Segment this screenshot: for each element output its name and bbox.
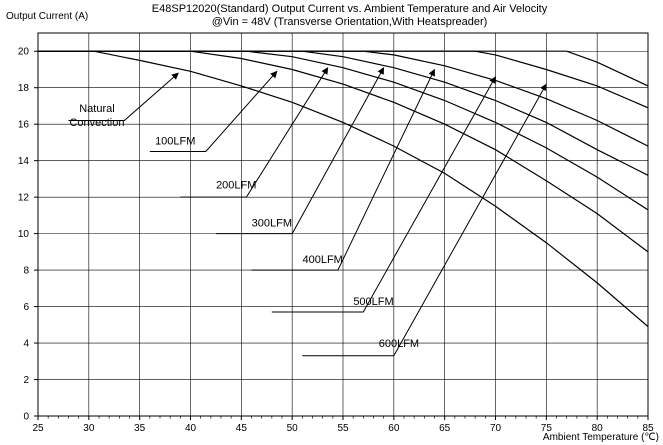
annotation-leader — [68, 72, 179, 121]
y-tick-label: 16 — [18, 120, 30, 131]
annotation-leader — [149, 70, 278, 152]
x-tick-label: 35 — [134, 423, 146, 434]
series-line — [38, 50, 649, 211]
x-tick-label: 60 — [388, 423, 400, 434]
annotation-leader — [251, 68, 435, 271]
y-tick-label: 8 — [23, 266, 29, 277]
series-line — [38, 50, 649, 176]
x-tick-label: 85 — [642, 423, 654, 434]
x-tick-label: 75 — [541, 423, 553, 434]
y-tick-label: 14 — [18, 156, 30, 167]
annotation-leader — [215, 67, 385, 235]
series-line — [38, 50, 649, 87]
y-axis-label: Output Current (A) — [6, 11, 89, 22]
annotation-label: Natural — [79, 103, 114, 115]
annotation-label: 500LFM — [353, 296, 393, 308]
annotation-label: 400LFM — [302, 254, 342, 266]
y-tick-label: 18 — [18, 83, 30, 94]
annotation-label: 300LFM — [252, 218, 292, 230]
y-tick-label: 4 — [23, 339, 29, 350]
chart-title: E48SP12020(Standard) Output Current vs. … — [151, 3, 548, 15]
series-line — [38, 50, 649, 253]
annotation-label: 100LFM — [155, 136, 195, 148]
annotation-leader — [271, 76, 496, 313]
x-tick-label: 30 — [83, 423, 95, 434]
y-tick-label: 20 — [18, 47, 30, 58]
y-tick-label: 12 — [18, 193, 30, 204]
x-tick-label: 50 — [287, 423, 299, 434]
annotation-label: 200LFM — [216, 179, 256, 191]
y-tick-label: 2 — [23, 375, 29, 386]
annotation-leader — [180, 67, 329, 198]
series-line — [38, 50, 649, 147]
y-tick-label: 10 — [18, 229, 30, 240]
x-tick-label: 70 — [490, 423, 502, 434]
x-tick-label: 80 — [592, 423, 604, 434]
annotation-leader — [302, 83, 547, 357]
series-line — [38, 50, 649, 328]
y-tick-label: 0 — [23, 412, 29, 423]
x-tick-label: 25 — [32, 423, 44, 434]
x-axis-label: Ambient Temperature (℃) — [542, 432, 659, 443]
series-lines — [38, 50, 649, 328]
annotation-label: Convection — [69, 117, 124, 129]
annotation-label: 600LFM — [379, 338, 419, 350]
x-tick-label: 40 — [185, 423, 197, 434]
y-tick-label: 6 — [23, 302, 29, 313]
axes: 25 30 35 40 45 50 55 60 65 70 75 80 85 0 2 4 6 8 10 12 14 16 1… — [18, 32, 654, 434]
grid — [38, 33, 648, 416]
x-tick-label: 55 — [337, 423, 349, 434]
x-tick-label: 45 — [236, 423, 248, 434]
chart-subtitle: @Vin = 48V (Transverse Orientation,With … — [211, 16, 488, 28]
annotations: Natural Convection 100LFM 200LFM 300LFM 400LF… — [68, 67, 547, 357]
x-tick-label: 65 — [439, 423, 451, 434]
